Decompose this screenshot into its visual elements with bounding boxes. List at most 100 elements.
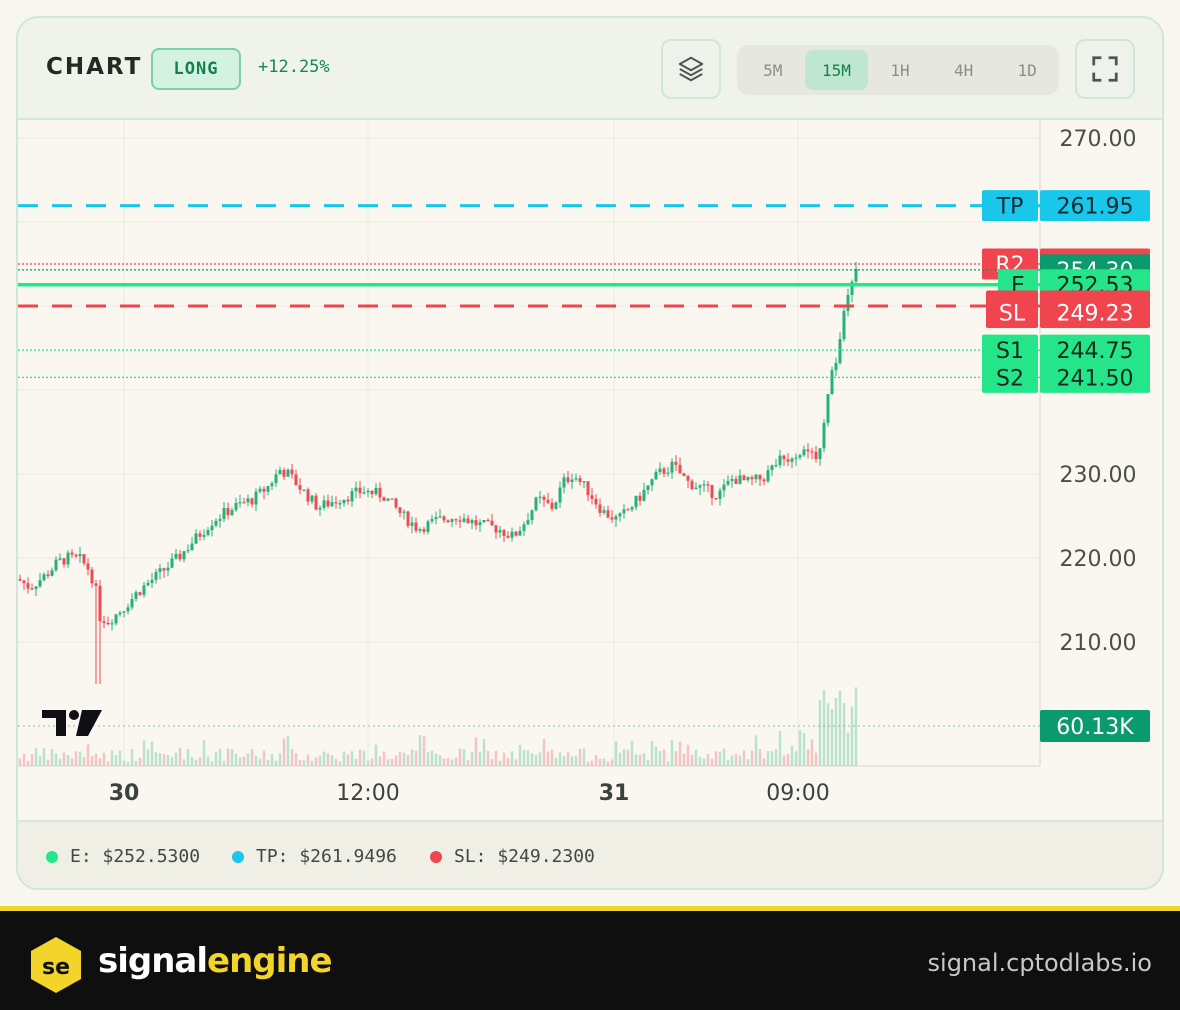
candle-body bbox=[122, 611, 126, 613]
candle-body bbox=[110, 623, 114, 625]
price-chart[interactable]: 261.95TP255.00R2254.30252.53E250.00R1249… bbox=[18, 120, 1164, 820]
candle-body bbox=[514, 531, 518, 536]
volume-bar bbox=[614, 741, 618, 766]
chart-header: CHART LONG +12.25% 5M 15M 1H 4H 1D bbox=[18, 18, 1162, 120]
candle-body bbox=[570, 479, 574, 482]
candle-body bbox=[754, 474, 758, 480]
candle-body bbox=[86, 563, 90, 570]
fullscreen-button[interactable] bbox=[1075, 39, 1135, 99]
candle-body bbox=[406, 511, 410, 526]
candle-body bbox=[582, 481, 586, 483]
volume-bar bbox=[706, 753, 710, 766]
candle-body bbox=[206, 530, 210, 535]
candle-body bbox=[178, 553, 182, 560]
candle-body bbox=[198, 533, 202, 537]
candle-body bbox=[234, 502, 238, 510]
tab-4h[interactable]: 4H bbox=[953, 60, 974, 80]
volume-bar bbox=[274, 760, 278, 766]
tab-1d[interactable]: 1D bbox=[1017, 60, 1037, 80]
layers-button[interactable] bbox=[661, 39, 721, 99]
volume-bar bbox=[18, 758, 22, 766]
candle-body bbox=[350, 491, 354, 502]
volume-bar bbox=[526, 750, 530, 766]
volume-value-tag bbox=[1040, 710, 1150, 742]
volume-bar bbox=[370, 758, 374, 766]
volume-bar bbox=[474, 737, 478, 766]
candle-body bbox=[774, 465, 778, 467]
candle-body bbox=[274, 474, 278, 484]
volume-bar bbox=[750, 750, 754, 766]
candle-body bbox=[474, 520, 478, 526]
volume-bar bbox=[394, 755, 398, 766]
candle-body bbox=[554, 502, 558, 509]
candle-body bbox=[834, 362, 838, 371]
volume-bar bbox=[782, 755, 786, 766]
volume-bar bbox=[350, 751, 354, 766]
volume-bar bbox=[406, 754, 410, 766]
volume-bar bbox=[674, 751, 678, 766]
volume-bar bbox=[410, 749, 414, 766]
change-percent: +12.25% bbox=[258, 57, 330, 77]
volume-bar bbox=[378, 756, 382, 766]
level-tag-label: S1 bbox=[996, 339, 1024, 364]
volume-bar bbox=[490, 759, 494, 766]
candle-body bbox=[334, 502, 338, 504]
volume-bar bbox=[426, 752, 430, 766]
volume-bar bbox=[438, 755, 442, 766]
candle-body bbox=[310, 495, 314, 502]
volume-bar bbox=[38, 756, 42, 766]
layers-icon bbox=[678, 56, 704, 82]
volume-bar bbox=[694, 749, 698, 766]
candle-body bbox=[610, 517, 614, 520]
candle-body bbox=[662, 468, 666, 474]
candle-body bbox=[518, 530, 522, 536]
candle-body bbox=[510, 531, 514, 538]
volume-bar bbox=[266, 759, 270, 766]
chart-legend: E: $252.5300 TP: $261.9496 SL: $249.2300 bbox=[18, 820, 1162, 888]
volume-bar bbox=[698, 756, 702, 766]
volume-bar bbox=[386, 759, 390, 766]
tab-5m[interactable]: 5M bbox=[763, 60, 783, 80]
level-tag bbox=[986, 296, 1038, 328]
volume-bar bbox=[74, 751, 78, 766]
volume-bar bbox=[586, 761, 590, 766]
volume-bar bbox=[246, 753, 250, 766]
tab-1h[interactable]: 1H bbox=[890, 60, 910, 80]
tab-15m[interactable]: 15M bbox=[804, 50, 869, 90]
candle-body bbox=[618, 513, 622, 517]
brand-url[interactable]: signal.cptodlabs.io bbox=[927, 949, 1152, 977]
candle-body bbox=[294, 474, 298, 486]
candle-body bbox=[482, 520, 486, 523]
candle-body bbox=[78, 554, 82, 557]
candle-body bbox=[442, 516, 446, 521]
volume-bar bbox=[774, 749, 778, 766]
candle-body bbox=[230, 509, 234, 516]
volume-bar bbox=[570, 756, 574, 766]
volume-bar bbox=[542, 739, 546, 766]
candle-body bbox=[450, 519, 454, 523]
candle-body bbox=[598, 504, 602, 513]
candle-body bbox=[214, 520, 218, 526]
level-value: 241.50 bbox=[1057, 366, 1134, 391]
volume-bar bbox=[62, 752, 66, 766]
logo-text: se bbox=[42, 955, 70, 980]
candle-body bbox=[542, 496, 546, 500]
volume-bar bbox=[834, 698, 838, 766]
volume-bar bbox=[598, 758, 602, 766]
volume-bar bbox=[342, 751, 346, 766]
volume-bar bbox=[758, 749, 762, 766]
volume-bar bbox=[122, 760, 126, 766]
volume-bar bbox=[538, 752, 542, 766]
legend-tp-label: TP: $261.9496 bbox=[256, 846, 397, 867]
candle-body bbox=[382, 497, 386, 501]
candle-body bbox=[606, 510, 610, 518]
candle-body bbox=[118, 612, 122, 615]
chart-canvas[interactable]: 261.95TP255.00R2254.30252.53E250.00R1249… bbox=[18, 120, 1164, 820]
volume-bar bbox=[242, 756, 246, 766]
candle-body bbox=[414, 522, 418, 531]
candle-body bbox=[566, 477, 570, 482]
candle-body bbox=[626, 509, 630, 511]
candle-body bbox=[586, 481, 590, 496]
candle-body bbox=[186, 549, 190, 552]
candle-body bbox=[62, 558, 66, 565]
